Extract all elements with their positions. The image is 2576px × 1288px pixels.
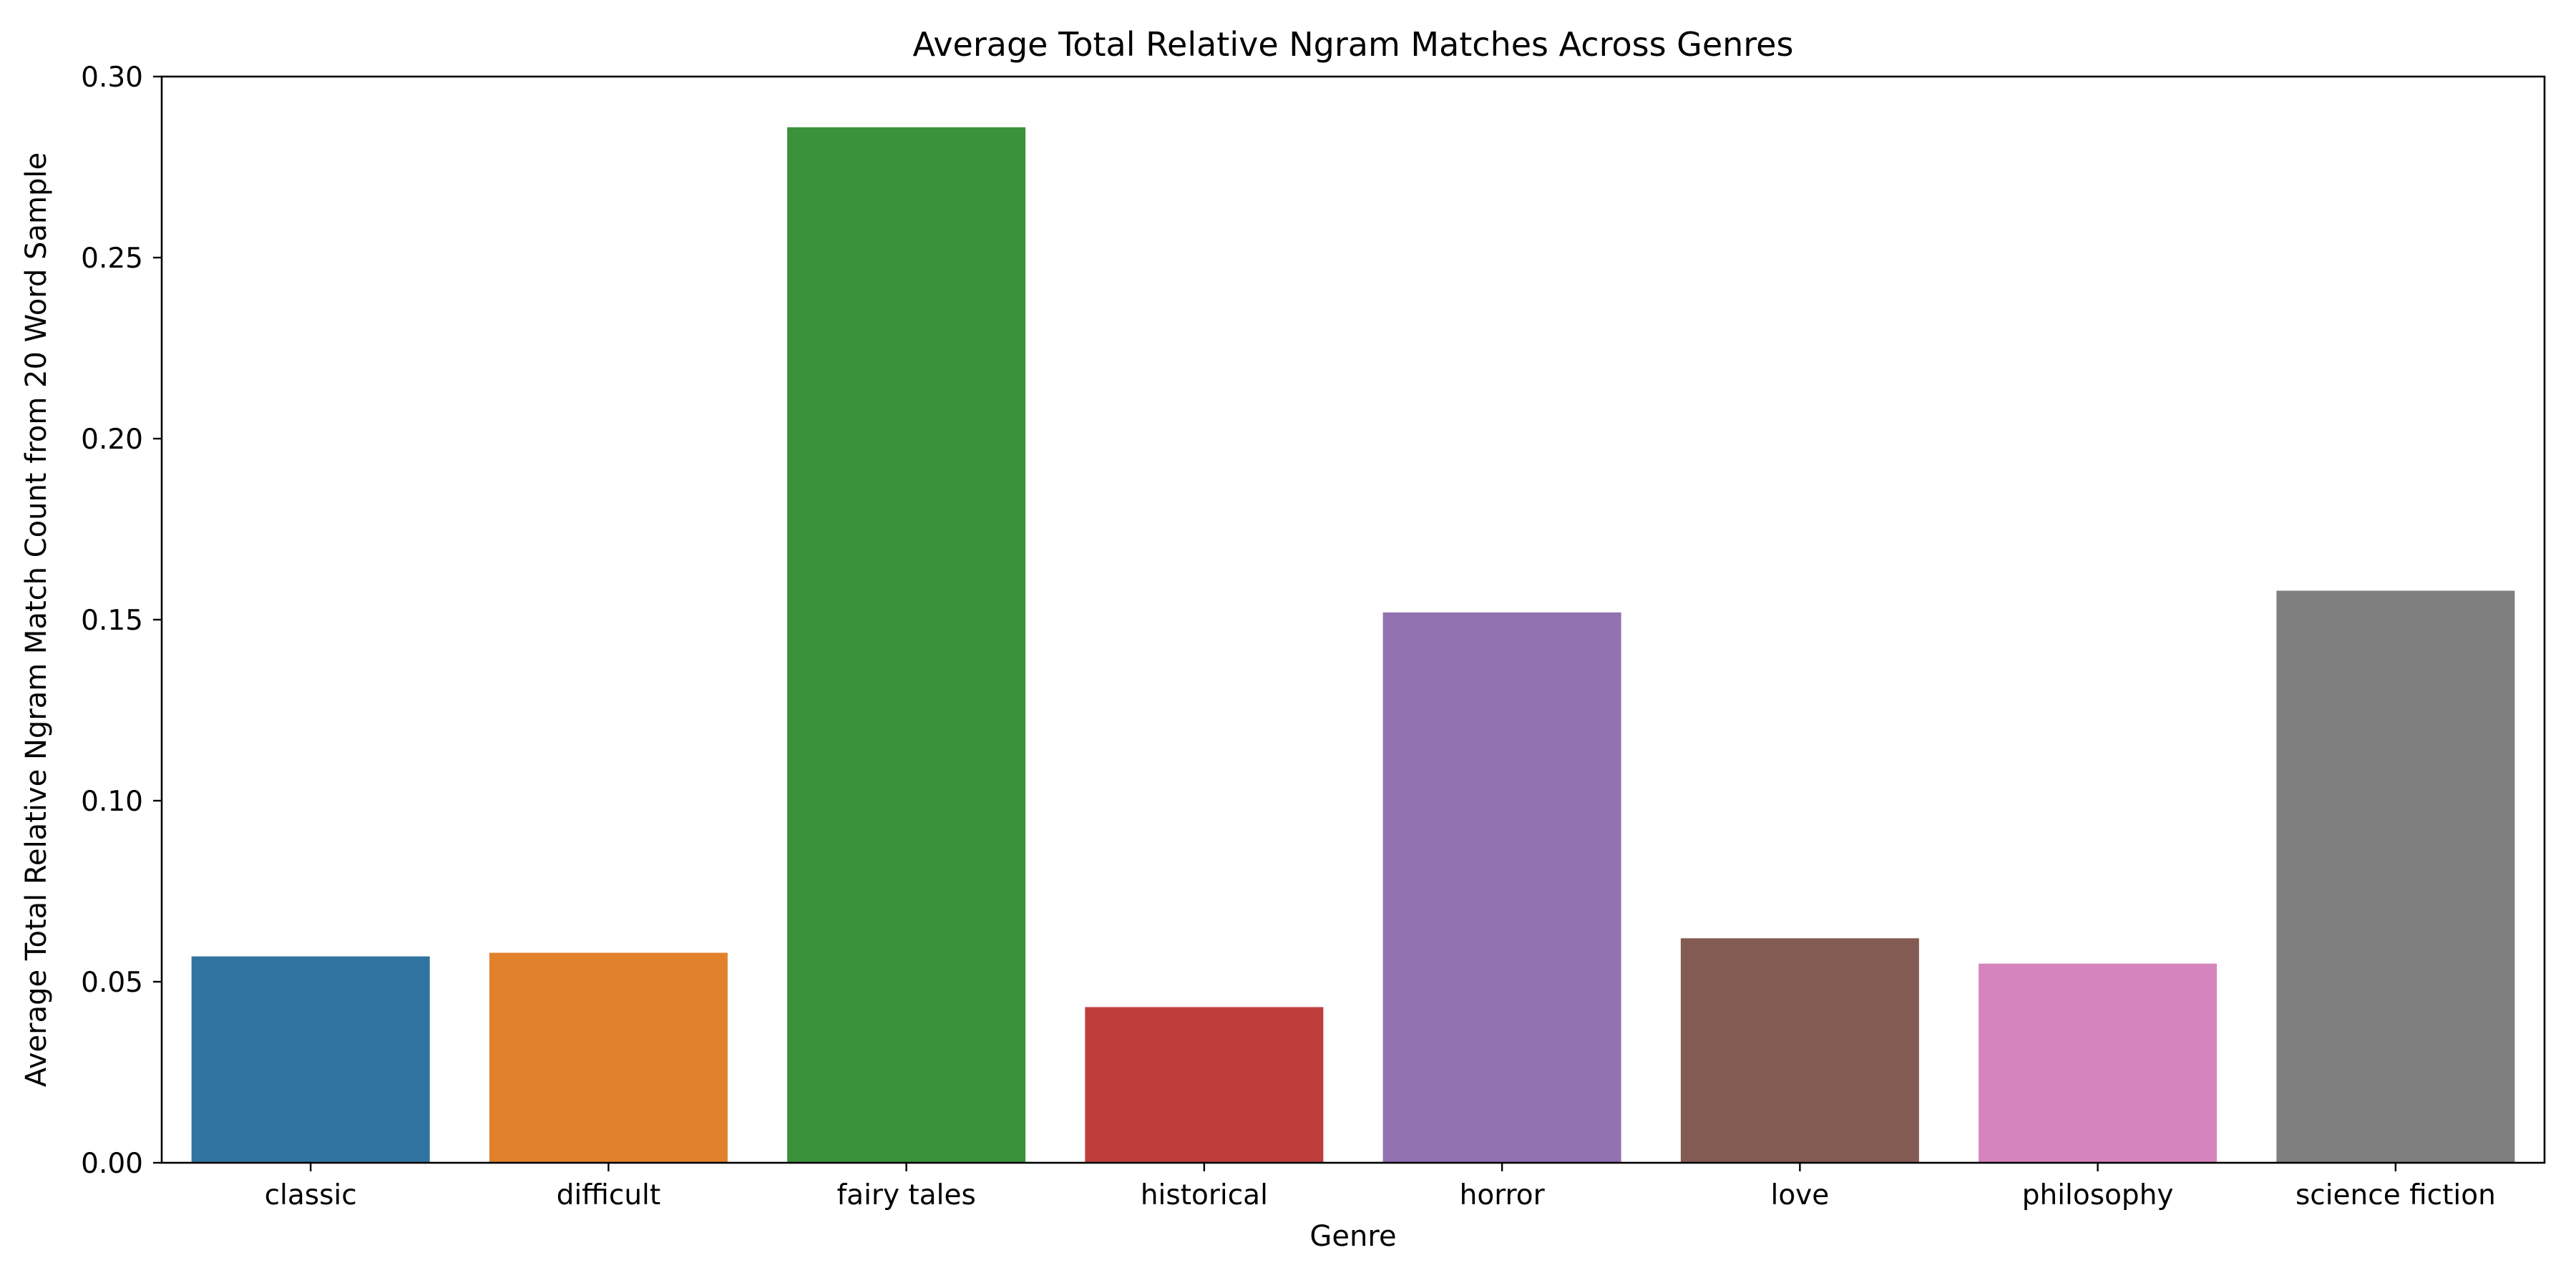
y-axis: 0.00 0.05 0.10 0.15 0.20 0.25 0.30	[81, 62, 162, 1180]
x-tick-label: classic	[265, 1179, 357, 1211]
bar-classic	[191, 956, 430, 1163]
y-tick-label: 0.20	[81, 424, 143, 456]
x-tick-label: difficult	[557, 1179, 661, 1211]
y-tick-label: 0.10	[81, 786, 143, 818]
plot-frame	[160, 75, 2546, 1164]
chart-title: Average Total Relative Ngram Matches Acr…	[913, 25, 1794, 64]
bar-horror	[1382, 612, 1621, 1163]
x-tick-label: science fiction	[2296, 1179, 2496, 1211]
bar-philosophy	[1979, 963, 2218, 1163]
y-tick-label: 0.05	[81, 967, 143, 999]
x-tick-label: philosophy	[2022, 1179, 2174, 1211]
x-axis-label: Genre	[1309, 1220, 1396, 1253]
y-tick-label: 0.15	[81, 605, 143, 637]
bar-love	[1680, 938, 1919, 1163]
x-axis: classic difficult fairy tales historical hor…	[265, 1163, 2496, 1211]
x-tick-label: love	[1770, 1179, 1829, 1211]
y-tick-label: 0.00	[81, 1148, 143, 1180]
y-axis-label: Average Total Relative Ngram Match Count…	[20, 152, 53, 1087]
bars-group	[191, 127, 2515, 1163]
x-tick-label: historical	[1141, 1179, 1268, 1211]
x-tick-label: horror	[1460, 1179, 1546, 1211]
bar-fairy-tales	[787, 127, 1026, 1163]
x-tick-label: fairy tales	[836, 1179, 975, 1211]
bar-science-fiction	[2276, 590, 2515, 1163]
y-tick-label: 0.25	[81, 243, 143, 275]
y-tick-label: 0.30	[81, 62, 143, 94]
bar-historical	[1085, 1007, 1324, 1163]
bar-difficult	[489, 952, 728, 1163]
